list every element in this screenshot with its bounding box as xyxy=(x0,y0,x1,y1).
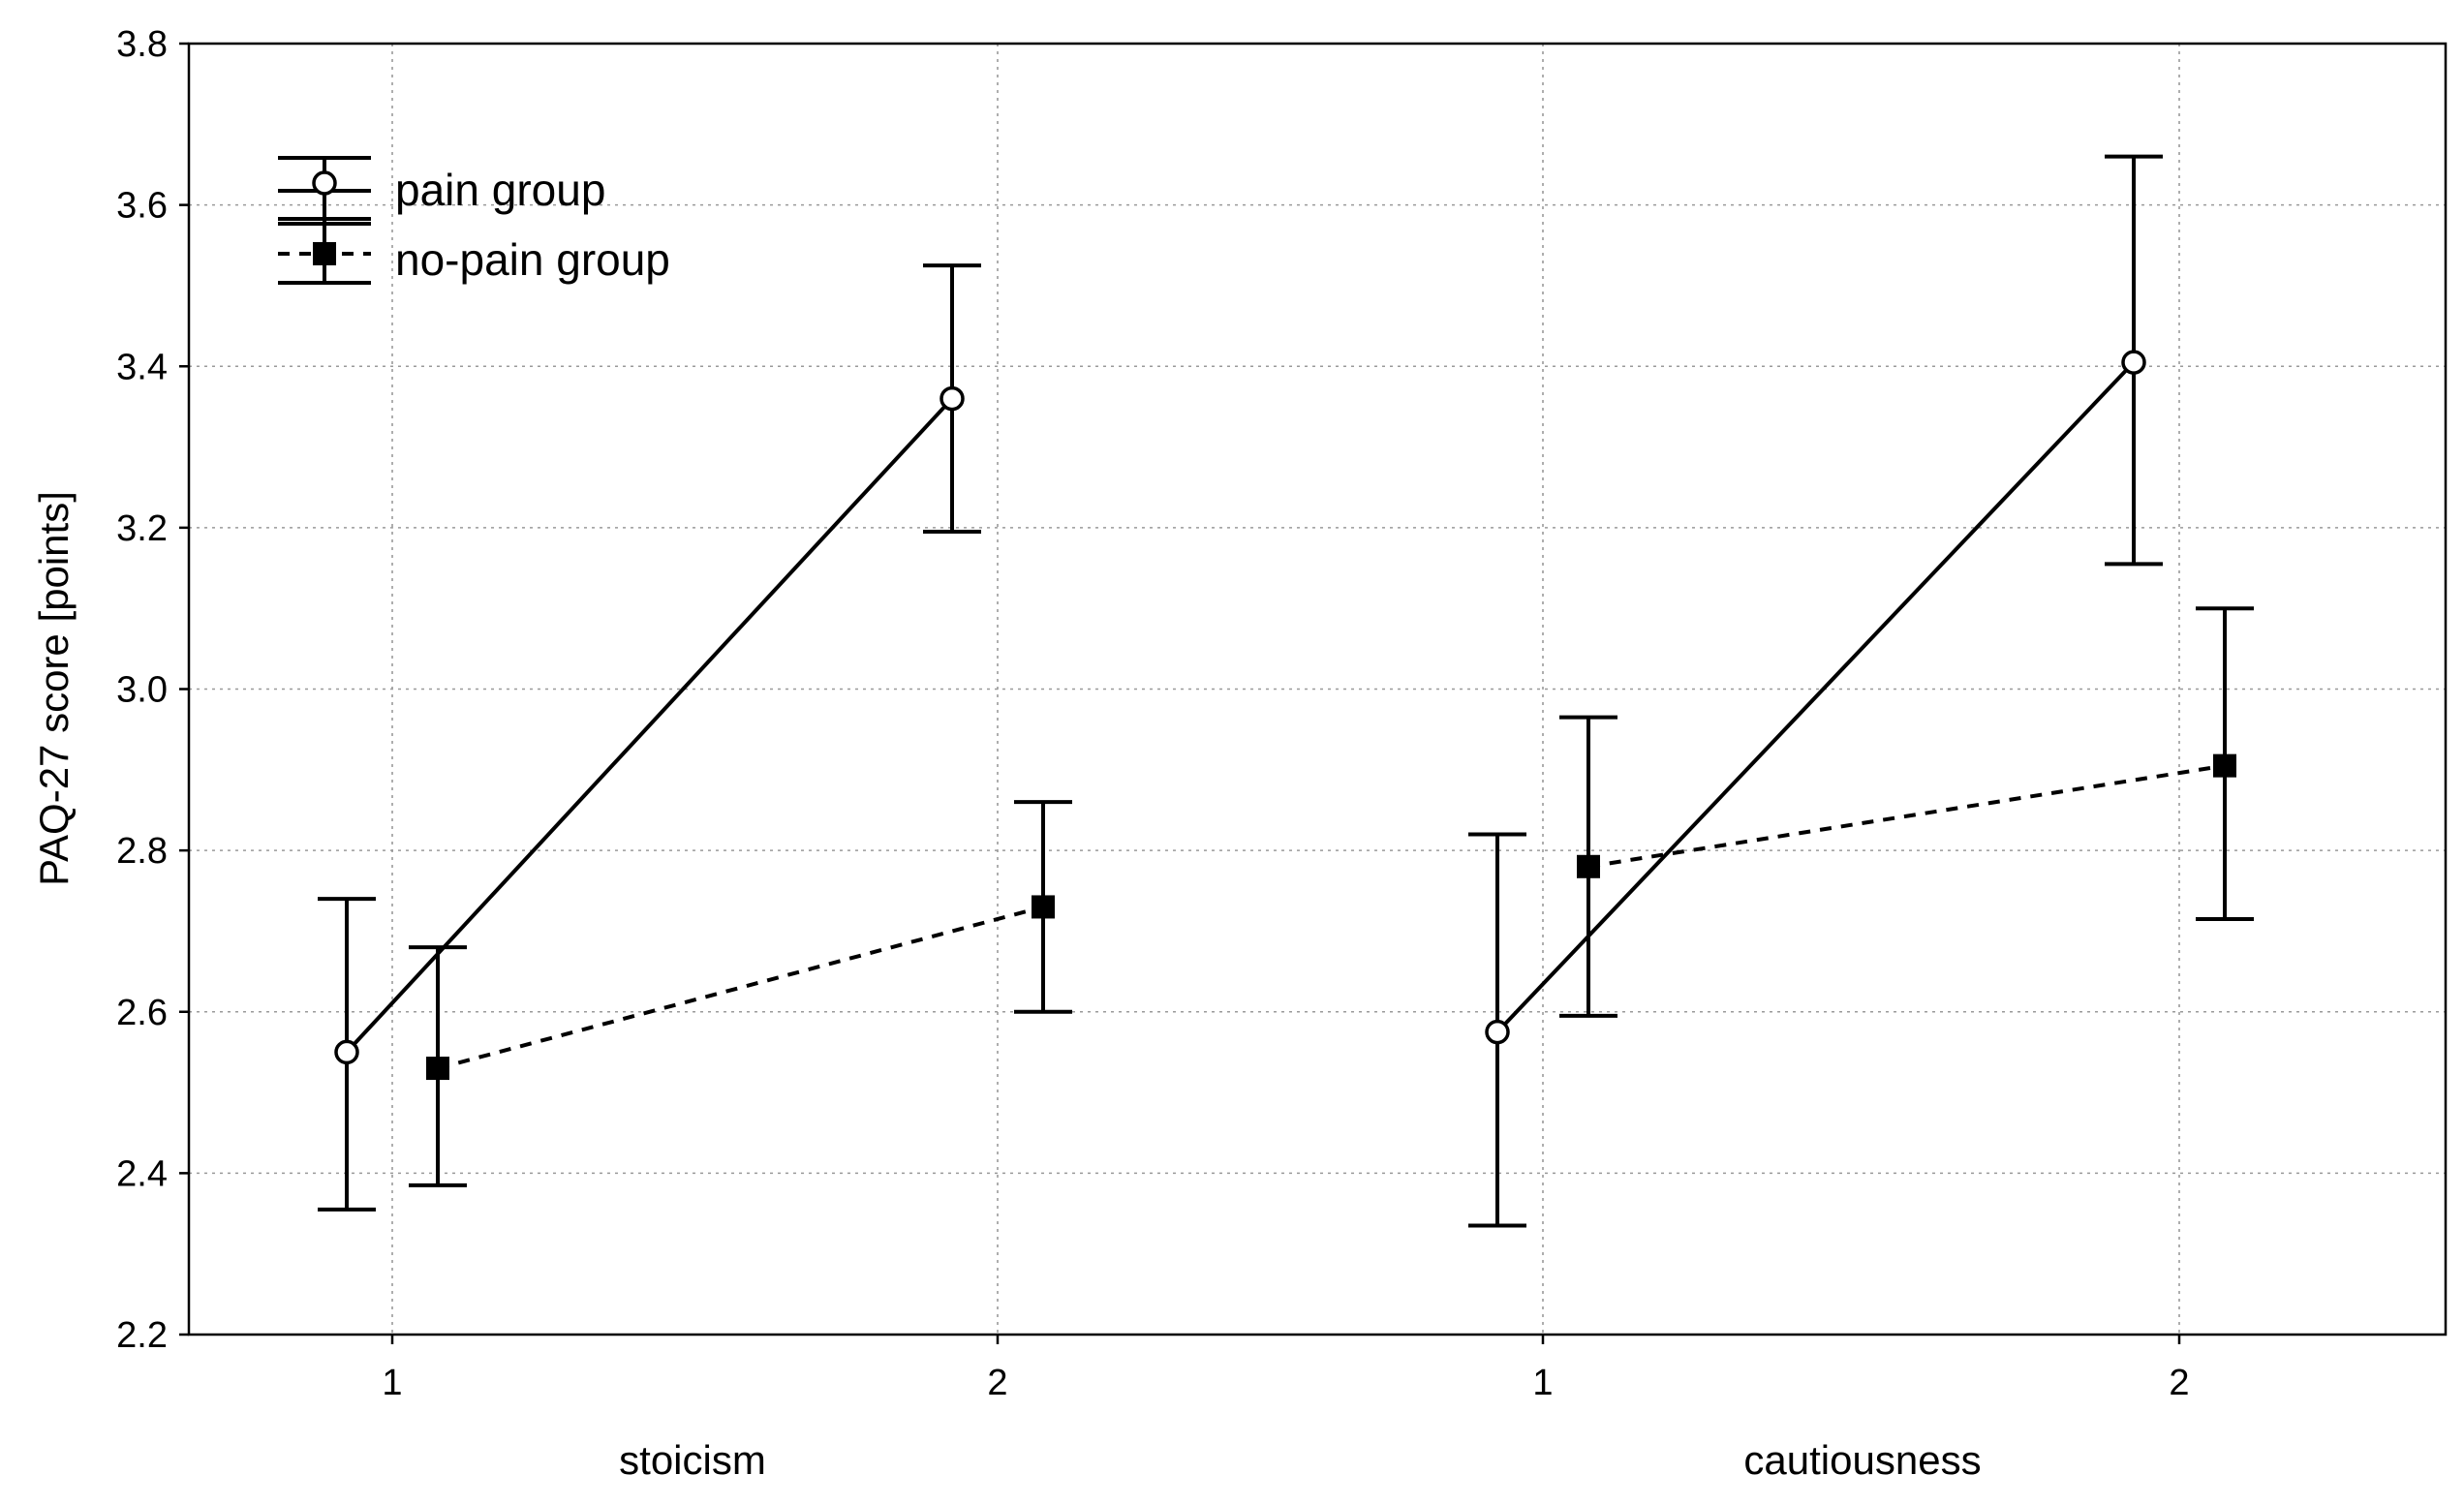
legend: pain group no-pain group xyxy=(278,156,670,285)
panel-label-cautiousness: cautiousness xyxy=(1743,1437,1981,1483)
x-tick-label-cautiousness-1: 1 xyxy=(1532,1363,1553,1403)
series-line-pain-group-stoicism xyxy=(345,397,954,1054)
series-line-pain-group-cautiousness xyxy=(1495,360,2136,1033)
y-axis-title: PAQ-27 score [points] xyxy=(31,491,77,886)
point-pain-group-cautiousness-2 xyxy=(2121,350,2146,375)
legend-label-no-pain-group: no-pain group xyxy=(395,234,670,285)
y-tick-label: 3.4 xyxy=(116,347,168,387)
x-tick-label-stoicism-2: 2 xyxy=(987,1363,1007,1403)
point-pain-group-stoicism-2 xyxy=(939,385,965,412)
series-line-no-pain-group-stoicism xyxy=(437,905,1044,1071)
point-no-pain-group-cautiousness-2 xyxy=(2213,753,2236,778)
series-line-no-pain-group-cautiousness xyxy=(1587,763,2226,869)
legend-no-pain-group-symbol xyxy=(278,217,371,285)
point-pain-group-cautiousness-1 xyxy=(1485,1019,1510,1045)
y-tick-label: 2.4 xyxy=(116,1153,168,1194)
point-no-pain-group-cautiousness-1 xyxy=(1577,854,1600,878)
y-tick-label: 3.6 xyxy=(116,186,168,227)
x-tick-label-stoicism-1: 1 xyxy=(382,1363,402,1403)
y-tick-label: 2.6 xyxy=(116,993,168,1033)
y-tick-label: 3.0 xyxy=(116,670,168,711)
y-tick-label: 2.2 xyxy=(116,1315,168,1356)
panel-label-stoicism: stoicism xyxy=(619,1437,766,1483)
x-tick-label-cautiousness-2: 2 xyxy=(2169,1363,2189,1403)
series-layer xyxy=(318,154,2254,1228)
y-tick-label: 3.2 xyxy=(116,508,168,549)
point-no-pain-group-stoicism-1 xyxy=(426,1057,449,1081)
legend-pain-group-symbol xyxy=(278,156,371,226)
grid-layer xyxy=(189,44,2446,1335)
axis-layer: 2.2 2.4 2.6 2.8 3.0 3.2 3.4 3.6 3.8 1 2 1 2 xyxy=(116,24,2189,1403)
point-no-pain-group-stoicism-2 xyxy=(1032,895,1055,919)
legend-label-pain-group: pain group xyxy=(395,165,605,215)
y-tick-label: 3.8 xyxy=(116,24,168,65)
point-pain-group-stoicism-1 xyxy=(334,1039,359,1065)
y-tick-label: 2.8 xyxy=(116,831,168,872)
